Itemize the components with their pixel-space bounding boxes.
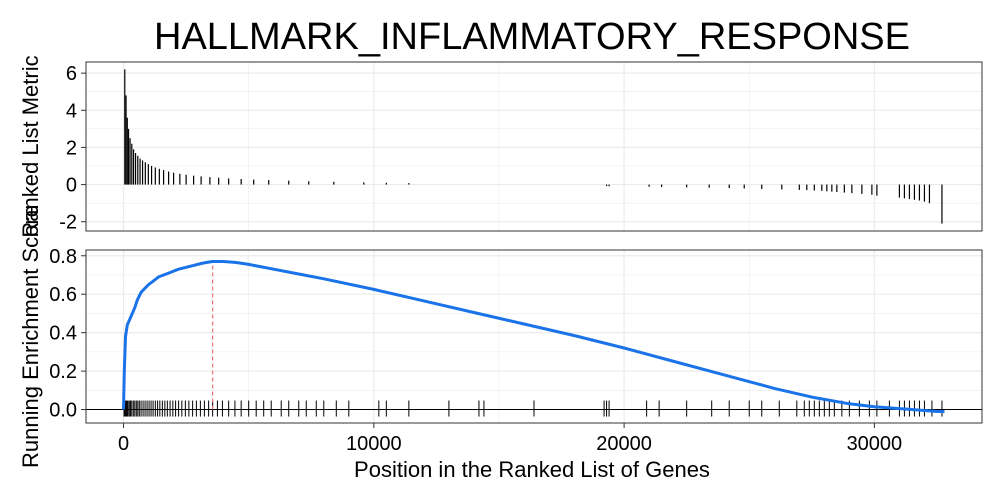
- x-tick-label: 30000: [847, 433, 903, 455]
- x-tick-label: 20000: [596, 433, 652, 455]
- y-tick-label: 0.6: [49, 284, 77, 306]
- es-panel-border: [85, 249, 983, 424]
- es-panel-marks: [86, 260, 982, 417]
- y-tick-label: 0.0: [49, 400, 77, 422]
- es-y-axis-label: Running Enrichment Score: [18, 205, 43, 468]
- es-y-axis: 0.0 0.2 0.4 0.6 0.8: [49, 246, 86, 422]
- y-tick-label: 2: [66, 137, 77, 159]
- es-panel: 0.0 0.2 0.4 0.6 0.8 Running Enrichment Score: [18, 205, 983, 468]
- x-axis: 0 10000 20000 30000: [118, 423, 902, 455]
- y-tick-label: 0.4: [49, 323, 77, 345]
- metric-panel-bars: [124, 69, 943, 224]
- metric-panel-background: [86, 62, 982, 231]
- x-tick-label: 10000: [346, 433, 402, 455]
- y-tick-label: 4: [66, 100, 77, 122]
- metric-y-axis-label: Ranked List Metric: [18, 55, 43, 237]
- y-tick-label: 6: [66, 63, 77, 85]
- running-es-line: [122, 260, 945, 413]
- es-panel-background: [86, 250, 982, 423]
- y-tick-label: -2: [59, 212, 77, 234]
- x-tick-label: 0: [118, 433, 129, 455]
- chart-title: HALLMARK_INFLAMMATORY_RESPONSE: [154, 16, 910, 58]
- metric-panel-grid: [86, 62, 982, 231]
- metric-panel: -2 0 2 4 6 Ranked List Metric: [18, 55, 983, 238]
- metric-y-axis: -2 0 2 4 6: [59, 63, 86, 234]
- metric-panel-border: [85, 61, 983, 232]
- y-tick-label: 0.8: [49, 246, 77, 268]
- x-axis-label: Position in the Ranked List of Genes: [354, 457, 710, 482]
- y-tick-label: 0.2: [49, 361, 77, 383]
- y-tick-label: 0: [66, 175, 77, 197]
